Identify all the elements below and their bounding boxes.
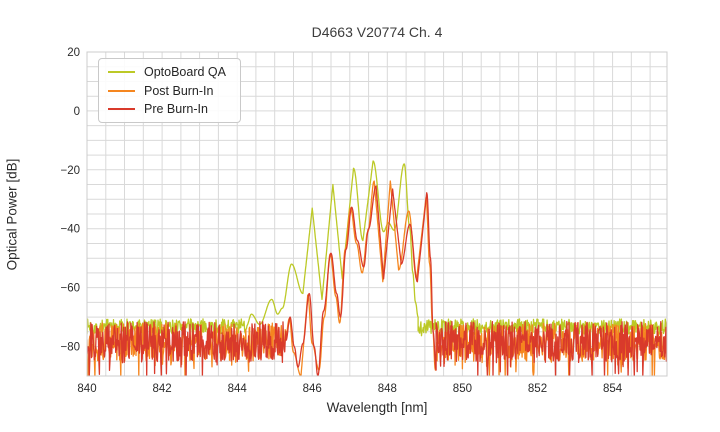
legend: OptoBoard QA Post Burn-In Pre Burn-In [98,58,241,123]
x-tick-label-854: 854 [603,383,623,395]
legend-item-label: OptoBoard QA [144,65,226,80]
y-tick-label--80: −80 [60,342,80,354]
y-axis-label: Optical Power [dB] [4,158,20,271]
legend-item-post-burn-in: Post Burn-In [99,84,240,98]
curve-post-burn-in [87,180,667,376]
y-tick-label-0: 0 [74,106,80,118]
x-tick-label-850: 850 [453,383,472,395]
y-tick-label--60: −60 [60,283,80,295]
legend-line-swatch [108,107,135,110]
curve-optoboard-qa [87,160,667,347]
legend-item-label: Post Burn-In [144,83,214,98]
plot-frame [86,51,668,377]
x-tick-label-842: 842 [153,383,172,395]
curve-pre-burn-in [87,185,667,376]
x-tick-label-840: 840 [77,383,96,395]
chart-title: D4663 V20774 Ch. 4 [311,24,443,40]
x-tick-label-848: 848 [378,383,397,395]
legend-line-swatch [108,71,135,74]
x-axis-label: Wavelength [nm] [326,400,428,415]
x-tick-label-844: 844 [228,383,248,395]
grid [87,52,667,376]
legend-line-swatch [108,89,135,92]
x-tick-label-852: 852 [528,383,547,395]
legend-item-pre-burn-in: Pre Burn-In [99,102,240,116]
y-tick-label--20: −20 [60,165,80,177]
y-tick-label--40: −40 [60,224,80,236]
y-tick-label-20: 20 [67,47,80,59]
x-tick-label-846: 846 [303,383,322,395]
legend-item-label: Pre Burn-In [144,101,208,116]
legend-item-optoboard-qa: OptoBoard QA [99,65,240,79]
